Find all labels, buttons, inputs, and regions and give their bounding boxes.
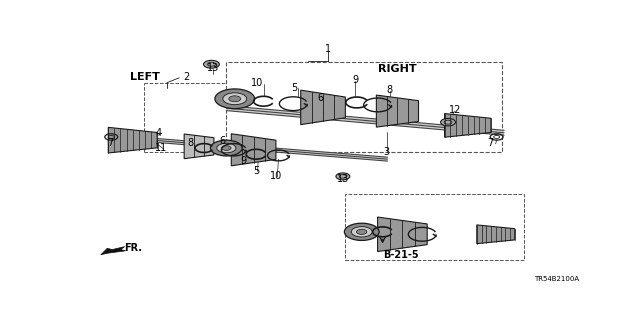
Circle shape xyxy=(344,223,379,240)
Circle shape xyxy=(351,227,372,237)
Circle shape xyxy=(336,173,350,180)
Text: 13: 13 xyxy=(207,63,219,73)
Text: 3: 3 xyxy=(383,147,390,157)
Text: 9: 9 xyxy=(353,75,359,85)
Text: TR54B2100A: TR54B2100A xyxy=(534,276,579,282)
Circle shape xyxy=(217,143,236,153)
Circle shape xyxy=(204,60,220,68)
Circle shape xyxy=(221,146,231,150)
Polygon shape xyxy=(227,106,504,135)
Polygon shape xyxy=(101,247,125,255)
Polygon shape xyxy=(445,114,491,137)
Text: RIGHT: RIGHT xyxy=(378,64,417,74)
Polygon shape xyxy=(231,134,276,166)
Circle shape xyxy=(211,140,242,156)
Polygon shape xyxy=(301,90,346,124)
Text: 8: 8 xyxy=(387,85,392,95)
Circle shape xyxy=(229,96,241,102)
Text: FR.: FR. xyxy=(125,243,143,253)
Polygon shape xyxy=(120,135,388,161)
Text: 1: 1 xyxy=(325,44,331,54)
Text: 6: 6 xyxy=(317,93,323,103)
Polygon shape xyxy=(376,95,419,127)
Bar xyxy=(227,62,502,152)
Text: LEFT: LEFT xyxy=(129,72,159,82)
Text: 2: 2 xyxy=(184,72,190,82)
Circle shape xyxy=(215,89,255,108)
Text: 6: 6 xyxy=(220,136,226,146)
Text: 10: 10 xyxy=(270,172,282,181)
Text: 11: 11 xyxy=(156,143,168,153)
Bar xyxy=(346,194,524,260)
Polygon shape xyxy=(184,134,214,159)
Text: 5: 5 xyxy=(291,83,298,93)
Circle shape xyxy=(440,118,456,126)
Text: 13: 13 xyxy=(337,174,349,184)
Circle shape xyxy=(223,93,246,105)
Text: B-21-5: B-21-5 xyxy=(383,250,419,260)
Text: 7: 7 xyxy=(108,138,114,148)
Polygon shape xyxy=(477,225,515,244)
Text: 7: 7 xyxy=(488,138,494,148)
Text: 5: 5 xyxy=(253,166,260,176)
Circle shape xyxy=(356,229,367,235)
Text: 10: 10 xyxy=(252,78,264,88)
Text: 12: 12 xyxy=(449,105,461,115)
Text: 8: 8 xyxy=(187,138,193,148)
Polygon shape xyxy=(108,127,157,153)
Text: 4: 4 xyxy=(156,128,161,138)
Text: 9: 9 xyxy=(241,156,247,166)
Polygon shape xyxy=(378,217,428,252)
